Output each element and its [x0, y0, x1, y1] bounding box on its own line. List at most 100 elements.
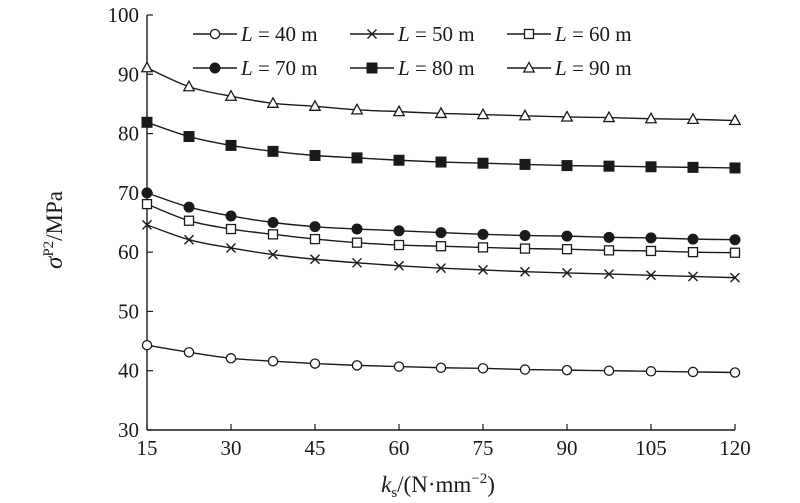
- data-point: [225, 353, 237, 364]
- legend-marker: [523, 28, 535, 40]
- data-point: [729, 162, 741, 174]
- legend-item: L = 60 m: [507, 22, 632, 46]
- data-point: [183, 347, 195, 358]
- x-tick-label: 15: [137, 436, 158, 460]
- y-axis-label: σP2/MPa: [41, 191, 68, 269]
- data-point: [141, 187, 153, 199]
- data-point: [562, 267, 572, 278]
- data-point: [603, 231, 615, 243]
- series-2: [142, 219, 740, 283]
- data-point: [687, 161, 699, 173]
- data-point: [728, 113, 742, 126]
- data-point: [267, 229, 279, 240]
- data-point: [561, 160, 573, 172]
- data-point: [351, 237, 363, 248]
- series-4: [141, 187, 741, 246]
- data-point: [267, 145, 279, 157]
- legend-item: L = 70 m: [193, 56, 318, 80]
- legend-item: L = 90 m: [507, 56, 632, 80]
- y-tick-label: 30: [118, 418, 139, 442]
- data-point: [603, 245, 615, 256]
- data-point: [140, 60, 154, 73]
- legend-label: L = 90 m: [554, 56, 632, 80]
- data-point: [434, 106, 448, 119]
- data-point: [687, 246, 699, 258]
- data-point: [393, 225, 405, 237]
- data-point: [141, 198, 153, 210]
- data-point: [730, 272, 740, 283]
- data-point: [394, 260, 404, 271]
- legend-marker: [209, 28, 221, 40]
- data-point: [519, 364, 531, 375]
- data-point: [645, 366, 657, 377]
- data-point: [478, 264, 488, 275]
- legend-item: L = 50 m: [350, 22, 475, 46]
- data-point: [226, 242, 236, 253]
- data-point: [729, 234, 741, 246]
- data-point: [393, 154, 405, 166]
- data-point: [477, 228, 489, 240]
- legend-label: L = 70 m: [240, 56, 318, 80]
- series-3: [141, 198, 741, 258]
- data-point: [351, 152, 363, 164]
- data-point: [646, 270, 656, 281]
- data-point: [309, 358, 321, 369]
- legend-marker: [367, 29, 377, 39]
- data-point: [142, 219, 152, 230]
- data-point: [604, 269, 614, 280]
- data-point: [351, 223, 363, 235]
- data-point: [561, 230, 573, 242]
- x-tick-label: 105: [635, 436, 667, 460]
- legend-label: L = 80 m: [397, 56, 475, 80]
- data-point: [477, 157, 489, 169]
- legend-label: L = 40 m: [240, 22, 318, 46]
- data-point: [309, 233, 321, 245]
- data-point: [477, 363, 489, 374]
- data-point: [645, 232, 657, 244]
- data-point: [225, 139, 237, 151]
- data-point: [476, 107, 490, 120]
- y-tick-label: 90: [118, 62, 139, 86]
- data-point: [729, 247, 741, 258]
- data-point: [435, 362, 447, 373]
- data-point: [688, 271, 698, 282]
- data-point: [267, 217, 279, 228]
- series-1: [141, 339, 741, 378]
- data-point: [561, 244, 573, 255]
- data-point: [435, 156, 447, 168]
- data-point: [519, 230, 531, 242]
- data-point: [687, 366, 699, 378]
- series-layer: [140, 60, 742, 378]
- x-tick-label: 30: [221, 436, 242, 460]
- data-point: [435, 241, 447, 252]
- data-point: [602, 110, 616, 123]
- legend: L = 40 m L = 50 m L = 60 m L = 70 m L = 80 m…: [193, 22, 632, 80]
- x-tick-label: 45: [305, 436, 326, 460]
- y-tick-label: 80: [118, 122, 139, 146]
- data-point: [266, 96, 280, 108]
- legend-marker: [522, 61, 536, 73]
- data-point: [686, 112, 700, 124]
- data-point: [645, 245, 657, 257]
- data-point: [350, 103, 364, 115]
- data-point: [561, 364, 573, 376]
- data-point: [645, 161, 657, 173]
- data-point: [644, 111, 658, 124]
- legend-label: L = 50 m: [397, 22, 475, 46]
- data-point: [518, 108, 532, 121]
- legend-item: L = 80 m: [350, 56, 475, 80]
- data-point: [183, 201, 195, 213]
- data-point: [308, 99, 322, 111]
- data-point: [267, 355, 279, 367]
- series-5: [141, 116, 741, 174]
- data-point: [352, 257, 362, 268]
- data-point: [687, 233, 699, 245]
- data-point: [393, 361, 405, 372]
- y-tick-label: 100: [108, 3, 140, 27]
- data-point: [477, 242, 489, 253]
- x-tick-label: 60: [389, 436, 410, 460]
- data-point: [184, 234, 194, 245]
- legend-item: L = 40 m: [193, 22, 318, 46]
